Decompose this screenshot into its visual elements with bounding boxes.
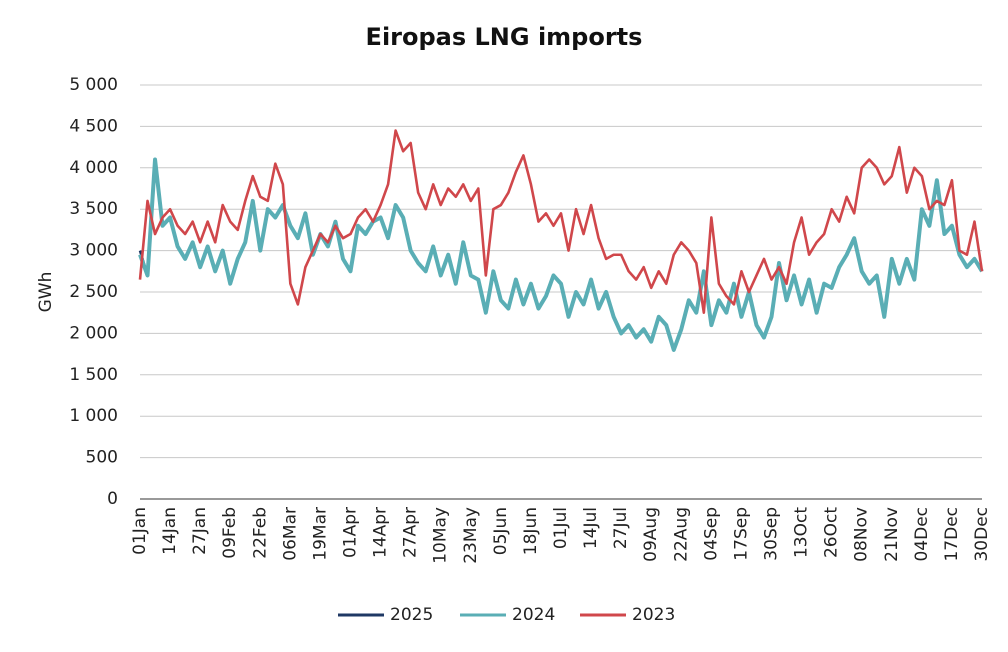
x-tick-label: 09Aug [641,507,661,562]
x-tick-label: 14Jul [581,507,601,549]
x-tick-label: 21Nov [882,507,902,562]
y-axis-label: GWh [36,272,56,313]
x-tick-label: 05Jun [491,507,511,555]
x-tick-label: 10May [431,507,451,564]
x-tick-label: 17Dec [942,507,962,562]
x-tick-label: 19Mar [310,507,330,561]
x-tick-label: 17Sep [731,507,751,561]
y-tick-label: 1 000 [69,406,118,426]
x-tick-label: 14Jan [160,507,180,555]
y-tick-label: 3 500 [69,199,118,219]
y-tick-label: 3 000 [69,241,118,261]
x-tick-label: 27Jul [611,507,631,549]
legend-label: 2025 [390,605,433,625]
y-tick-label: 2 000 [69,323,118,343]
y-tick-label: 2 500 [69,282,118,302]
x-tick-label: 08Nov [852,507,872,562]
x-tick-label: 22Feb [250,507,270,559]
x-tick-label: 26Oct [822,507,842,558]
y-tick-label: 1 500 [69,365,118,385]
x-tick-label: 01Apr [341,507,361,558]
x-tick-label: 27Apr [401,507,421,558]
x-tick-label: 14Apr [371,507,391,558]
legend-label: 2023 [632,605,675,625]
x-tick-label: 23May [461,507,481,564]
y-tick-label: 4 000 [69,158,118,178]
legend-label: 2024 [512,605,555,625]
y-tick-label: 500 [86,448,118,468]
x-tick-label: 01Jan [130,507,150,555]
x-tick-label: 27Jan [190,507,210,555]
x-tick-label: 09Feb [220,507,240,559]
y-tick-label: 0 [107,489,118,509]
x-tick-label: 22Aug [671,507,691,562]
x-tick-label: 30Dec [972,507,992,562]
x-tick-label: 13Oct [792,507,812,558]
x-tick-label: 30Sep [762,507,782,561]
line-series [138,157,984,352]
x-tick-label: 06Mar [280,507,300,561]
x-tick-label: 04Sep [701,507,721,561]
line-series [138,129,984,314]
x-tick-label: 18Jun [521,507,541,555]
y-tick-label: 5 000 [69,75,118,95]
y-tick-label: 4 500 [69,116,118,136]
x-tick-label: 04Dec [912,507,932,562]
chart-title: Eiropas LNG imports [366,23,643,51]
x-tick-label: 01Jul [551,507,571,549]
